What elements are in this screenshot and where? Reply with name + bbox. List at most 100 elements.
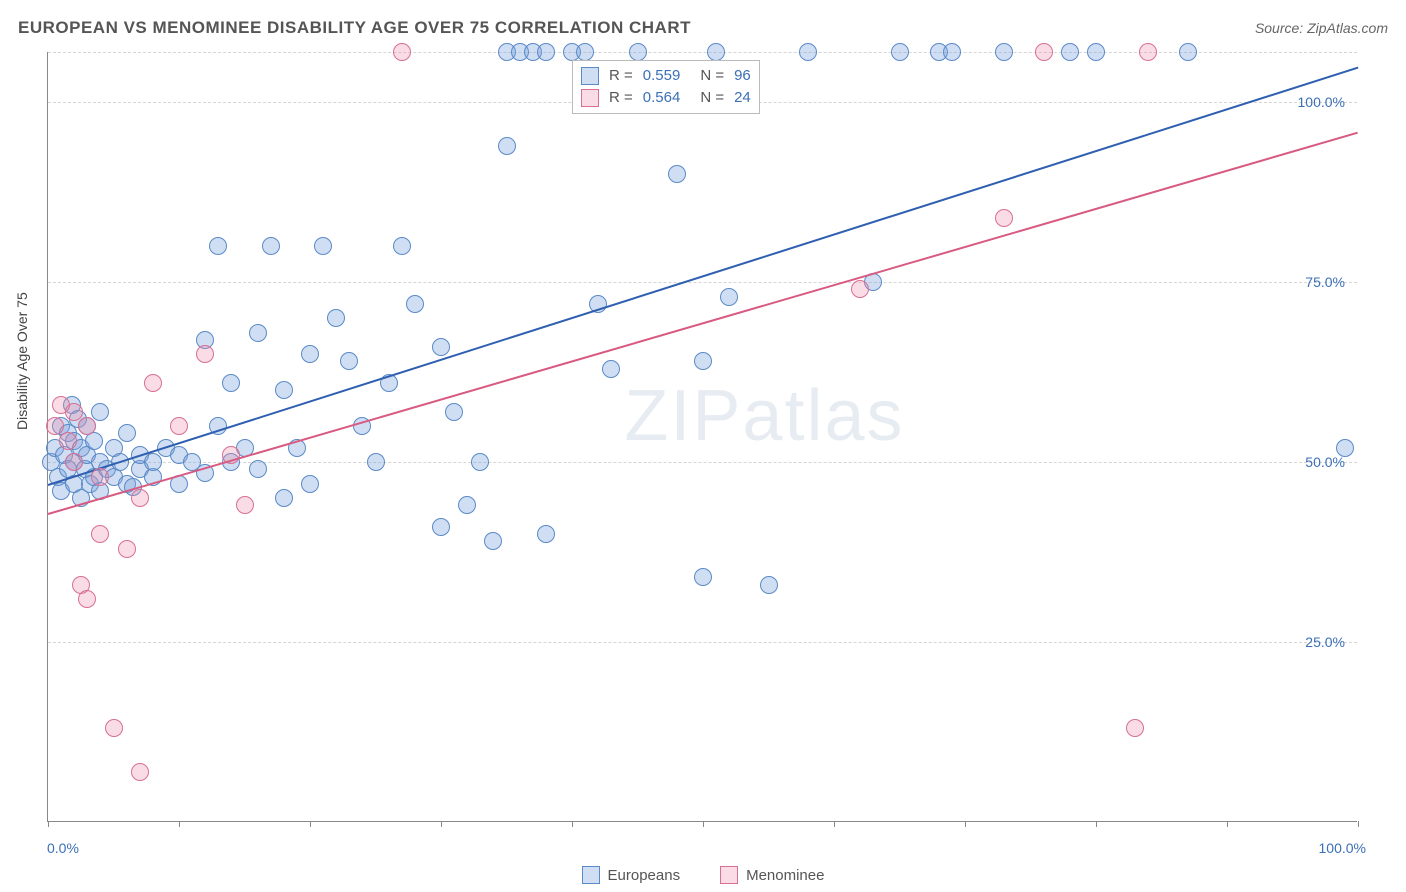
- data-point: [484, 532, 502, 550]
- data-point: [799, 43, 817, 61]
- data-point: [131, 489, 149, 507]
- data-point: [275, 381, 293, 399]
- trend-line: [48, 131, 1359, 514]
- gridline: [48, 642, 1357, 643]
- data-point: [995, 209, 1013, 227]
- data-point: [144, 374, 162, 392]
- plot-area: 25.0% 50.0% 75.0% 100.0% ZIPatlas R = 0.559N …: [47, 52, 1357, 822]
- x-max-label: 100.0%: [1319, 840, 1366, 856]
- y-tick-label: 25.0%: [1305, 634, 1345, 650]
- y-tick-label: 100.0%: [1298, 94, 1345, 110]
- data-point: [262, 237, 280, 255]
- data-point: [1179, 43, 1197, 61]
- x-tick: [572, 821, 573, 827]
- data-point: [1336, 439, 1354, 457]
- data-point: [340, 352, 358, 370]
- data-point: [1126, 719, 1144, 737]
- bottom-legend-item: Europeans: [582, 866, 681, 884]
- data-point: [432, 338, 450, 356]
- y-tick-label: 75.0%: [1305, 274, 1345, 290]
- data-point: [196, 345, 214, 363]
- trend-line: [48, 66, 1359, 485]
- data-point: [1035, 43, 1053, 61]
- data-point: [46, 417, 64, 435]
- data-point: [91, 403, 109, 421]
- data-point: [275, 489, 293, 507]
- data-point: [694, 352, 712, 370]
- data-point: [943, 43, 961, 61]
- data-point: [301, 475, 319, 493]
- data-point: [851, 280, 869, 298]
- data-point: [445, 403, 463, 421]
- legend-swatch: [581, 67, 599, 85]
- x-min-label: 0.0%: [47, 840, 79, 856]
- bottom-legend-item: Menominee: [720, 866, 824, 884]
- data-point: [249, 460, 267, 478]
- data-point: [105, 719, 123, 737]
- data-point: [118, 424, 136, 442]
- legend-n-label: N =: [700, 67, 724, 84]
- data-point: [314, 237, 332, 255]
- data-point: [65, 403, 83, 421]
- data-point: [707, 43, 725, 61]
- data-point: [170, 417, 188, 435]
- data-point: [367, 453, 385, 471]
- data-point: [131, 763, 149, 781]
- data-point: [249, 324, 267, 342]
- x-tick: [703, 821, 704, 827]
- gridline: [48, 52, 1357, 53]
- legend-swatch: [720, 866, 738, 884]
- x-tick: [441, 821, 442, 827]
- data-point: [537, 525, 555, 543]
- data-point: [891, 43, 909, 61]
- data-point: [576, 43, 594, 61]
- data-point: [1061, 43, 1079, 61]
- data-point: [327, 309, 345, 327]
- data-point: [498, 137, 516, 155]
- x-tick: [1096, 821, 1097, 827]
- legend-row: R = 0.564N = 24: [581, 87, 751, 109]
- data-point: [65, 453, 83, 471]
- legend-swatch: [581, 89, 599, 107]
- data-point: [602, 360, 620, 378]
- data-point: [406, 295, 424, 313]
- legend-r-label: R =: [609, 89, 633, 106]
- data-point: [59, 432, 77, 450]
- data-point: [629, 43, 647, 61]
- data-point: [393, 237, 411, 255]
- data-point: [760, 576, 778, 594]
- x-tick: [310, 821, 311, 827]
- legend-n-value: 24: [734, 89, 751, 106]
- data-point: [668, 165, 686, 183]
- data-point: [537, 43, 555, 61]
- data-point: [694, 568, 712, 586]
- x-tick: [834, 821, 835, 827]
- data-point: [91, 468, 109, 486]
- data-point: [301, 345, 319, 363]
- x-tick: [48, 821, 49, 827]
- data-point: [471, 453, 489, 471]
- data-point: [458, 496, 476, 514]
- legend-r-value: 0.564: [643, 89, 681, 106]
- data-point: [209, 237, 227, 255]
- gridline: [48, 282, 1357, 283]
- x-tick: [1358, 821, 1359, 827]
- x-tick: [965, 821, 966, 827]
- data-point: [720, 288, 738, 306]
- watermark: ZIPatlas: [624, 375, 904, 457]
- legend-swatch: [582, 866, 600, 884]
- y-tick-label: 50.0%: [1305, 454, 1345, 470]
- data-point: [91, 525, 109, 543]
- data-point: [78, 590, 96, 608]
- legend-n-value: 96: [734, 67, 751, 84]
- data-point: [995, 43, 1013, 61]
- source-label: Source: ZipAtlas.com: [1255, 20, 1388, 36]
- data-point: [144, 453, 162, 471]
- data-point: [118, 540, 136, 558]
- data-point: [432, 518, 450, 536]
- data-point: [1087, 43, 1105, 61]
- y-axis-label: Disability Age Over 75: [14, 292, 30, 430]
- legend-row: R = 0.559N = 96: [581, 65, 751, 87]
- correlation-legend: R = 0.559N = 96R = 0.564N = 24: [572, 60, 760, 114]
- gridline: [48, 462, 1357, 463]
